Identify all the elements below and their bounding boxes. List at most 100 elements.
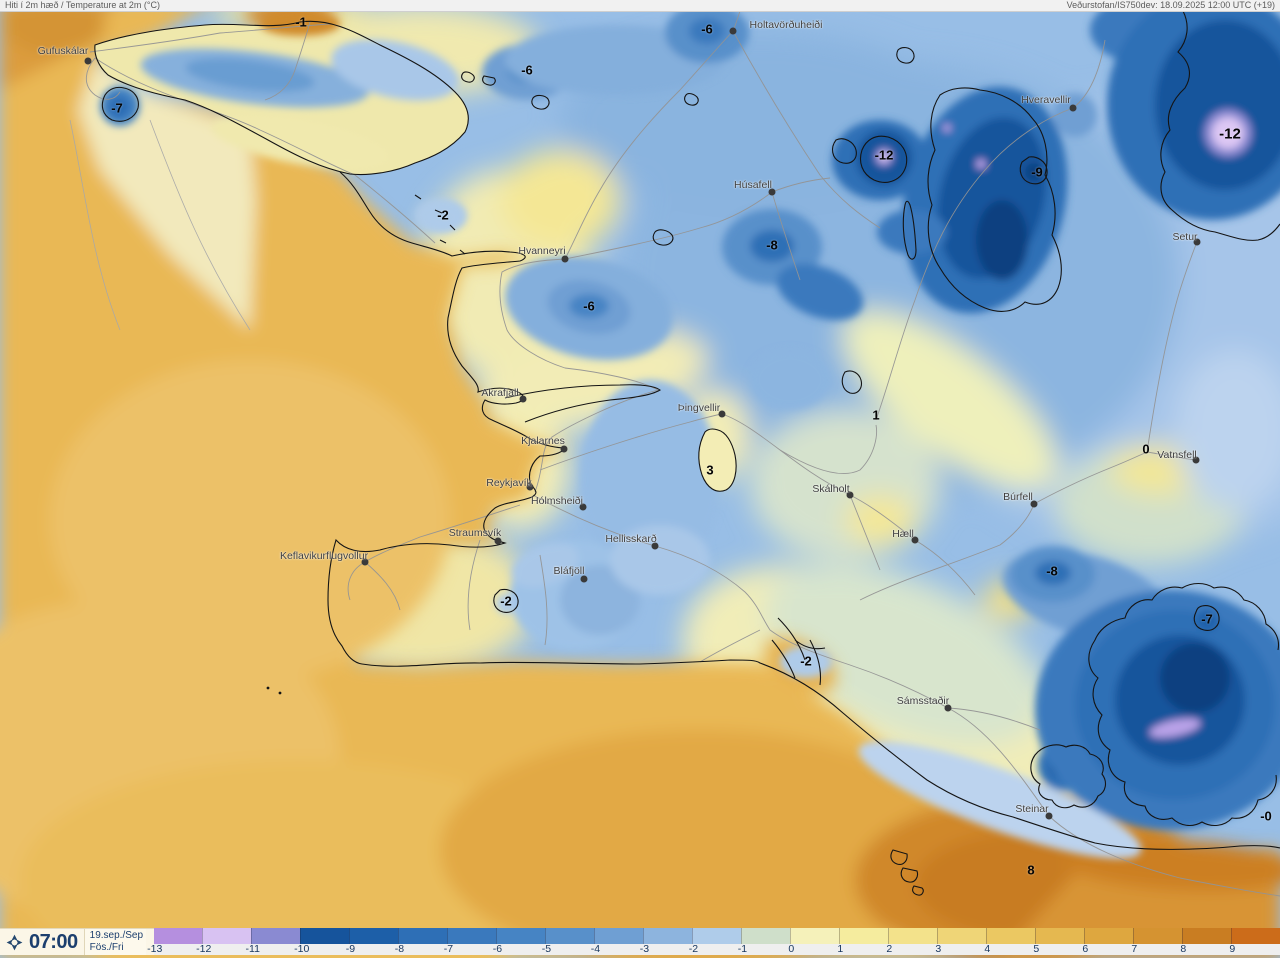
colorbar-tick-label: -12 [196,943,212,955]
colorbar-cell-4: 4 [984,928,1035,955]
place-dot [494,537,502,545]
colorbar-cell--7: -7 [444,928,496,955]
place-label: Holtavörðuheiði [749,19,823,31]
place-dot [718,410,726,418]
colorbar-tick-label: -9 [345,943,356,955]
place-dot [1193,238,1201,246]
place-label: Setur [1172,231,1198,243]
time-panel: 07:00 19.sep./Sep Fös./Fri [0,928,154,955]
map-title: Hiti í 2m hæð / Temperature at 2m (°C) [5,0,160,10]
colorbar-tick-label: -4 [590,943,601,955]
colorbar-tick-label: 7 [1131,943,1138,955]
colorbar-cell-0: 0 [788,928,839,955]
colorbar-tick-label: 3 [935,943,942,955]
colorbar-cell-2: 2 [886,928,937,955]
temperature-colorbar[interactable]: -13 -12 -11 -10 -9 -8 -7 -6 -5 -4 -3 -2 -1 0 1 2 3 4 5 6 7 8 9 [147,928,1280,955]
valid-time: 07:00 [29,930,78,953]
place-label: Hæll [892,528,914,540]
place-label: Bláfjöll [553,565,585,577]
colorbar-cell--3: -3 [640,928,692,955]
place-dot [84,57,92,65]
colorbar-cell--9: -9 [346,928,398,955]
temperature-value: -8 [766,237,778,253]
temperature-value: -0 [1260,808,1272,824]
colorbar-tick-label: -2 [688,943,699,955]
colorbar-tick-label: -8 [394,943,405,955]
place-label: Steinar [1015,803,1049,815]
temperature-value: -6 [521,62,533,78]
place-dot [579,503,587,511]
colorbar-cell--6: -6 [493,928,545,955]
colorbar-tick-label: -10 [294,943,310,955]
roads [69,10,1280,897]
colorbar-tick-label: 4 [984,943,991,955]
place-label: Keflavikurflugvollur [279,550,369,562]
temperature-value: -6 [701,21,713,37]
animation-nav-icon[interactable] [5,933,24,952]
colorbar-cell--8: -8 [395,928,447,955]
temperature-value: 3 [706,462,714,478]
place-dot [361,558,369,566]
place-label: Sámsstaðir [896,695,950,707]
colorbar-cell-8: 8 [1180,928,1231,955]
temperature-value: 0 [1142,441,1150,457]
colorbar-tick-label: -7 [443,943,454,955]
temperature-value: -2 [800,653,812,669]
colorbar-cell-7: 7 [1131,928,1182,955]
temperature-value: -8 [1046,563,1058,579]
place-dot [944,704,952,712]
temperature-value: -7 [111,100,123,116]
colorbar-tick-label: 5 [1033,943,1040,955]
place-label: Gufuskálar [37,45,89,57]
colorbar-tick-label: -1 [737,943,748,955]
place-label: Búrfell [1003,491,1033,503]
temperature-value: -2 [437,207,449,223]
colorbar-tick-label: -6 [492,943,503,955]
colorbar-tick-label: 6 [1082,943,1089,955]
place-label: Straumsvík [448,527,502,539]
place-dot [580,575,588,583]
colorbar-tick-label: -11 [245,943,260,955]
place-dot [560,445,568,453]
colorbar-tick-label: -5 [541,943,552,955]
coastlines-contours [94,10,1280,896]
place-dot [1030,500,1038,508]
colorbar-cell--10: -10 [294,928,349,955]
colorbar-tick-label: -13 [147,943,163,955]
place-dot [768,188,776,196]
colorbar-cell--13: -13 [147,928,202,955]
place-dot [651,542,659,550]
place-label: Húsafell [734,179,772,191]
place-label: Akrafjall [481,387,519,399]
temperature-value: -1 [295,14,307,30]
colorbar-cell--11: -11 [246,928,300,955]
place-dot [519,395,527,403]
colorbar-tick-label: 9 [1229,943,1236,955]
place-dot [1192,456,1200,464]
colorbar-cell--2: -2 [689,928,741,955]
temperature-value: -9 [1031,164,1043,180]
colorbar-cell--5: -5 [542,928,594,955]
colorbar-cell-1: 1 [837,928,888,955]
place-dot [911,536,919,544]
place-label: Kjalarnes [521,435,565,447]
colorbar-tick-label: -3 [639,943,650,955]
temperature-value: 8 [1027,862,1035,878]
place-dot [1069,104,1077,112]
place-label: Hveravellir [1021,94,1071,106]
colorbar-cell-3: 3 [935,928,986,955]
place-label: Þingvellir [677,402,721,414]
colorbar-tick-label: 1 [837,943,844,955]
place-label: Reykjavík [486,477,532,489]
model-attribution: Veðurstofan/IS750dev: 18.09.2025 12:00 U… [1066,0,1275,10]
colorbar-cell-6: 6 [1082,928,1133,955]
colorbar-tick-label: 8 [1180,943,1187,955]
temperature-value: -6 [583,298,595,314]
place-label: Vatnsfell [1157,449,1197,461]
place-label: Hvanneyri [518,245,566,257]
temperature-value: -2 [500,593,512,609]
